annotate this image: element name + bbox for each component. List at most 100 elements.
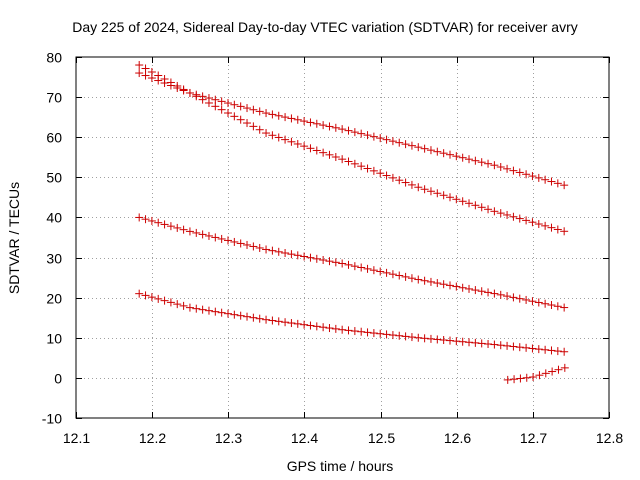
data-point <box>344 260 353 269</box>
data-point <box>243 240 252 249</box>
data-point <box>528 297 537 306</box>
data-point <box>185 227 194 236</box>
data-point <box>255 107 264 116</box>
data-point <box>515 214 524 223</box>
data-point <box>439 191 448 200</box>
data-point <box>243 104 252 113</box>
data-point <box>274 133 283 142</box>
data-point <box>388 270 397 279</box>
data-point <box>503 210 512 219</box>
x-tick-label: 12.7 <box>520 430 547 446</box>
data-point <box>338 325 347 334</box>
data-point <box>401 178 410 187</box>
data-point <box>445 336 454 345</box>
data-point <box>401 272 410 281</box>
data-point <box>300 117 309 126</box>
data-point <box>369 166 378 175</box>
data-point <box>465 338 474 347</box>
data-point <box>369 266 378 275</box>
y-tick-labels: -10 0 10 20 30 40 50 60 70 80 <box>42 50 62 427</box>
data-point <box>484 288 493 297</box>
data-point <box>382 135 391 144</box>
data-point <box>458 153 467 162</box>
data-point <box>141 71 150 80</box>
data-point <box>445 150 454 159</box>
data-point <box>147 68 156 77</box>
data-point <box>376 134 385 143</box>
data-point <box>388 173 397 182</box>
data-point <box>204 306 213 315</box>
data-point <box>395 138 404 147</box>
data-point <box>300 142 309 151</box>
data-point <box>160 296 169 305</box>
data-point <box>312 146 321 155</box>
data-point <box>503 341 512 350</box>
data-point <box>528 344 537 353</box>
chart-title: Day 225 of 2024, Sidereal Day-to-day VTE… <box>72 19 578 35</box>
data-point <box>331 258 340 267</box>
data-point <box>560 347 569 356</box>
data-point <box>535 371 544 380</box>
data-point <box>503 164 512 173</box>
data-point <box>388 331 397 340</box>
data-point <box>230 237 239 246</box>
data-point <box>414 333 423 342</box>
data-point <box>262 245 271 254</box>
data-point <box>179 301 188 310</box>
data-point <box>547 177 556 186</box>
data-point <box>363 131 372 140</box>
y-tick-label: 0 <box>54 371 62 387</box>
data-point <box>522 216 531 225</box>
data-point <box>363 164 372 173</box>
data-point <box>388 137 397 146</box>
data-point <box>230 310 239 319</box>
data-point <box>516 374 525 383</box>
data-point <box>560 227 569 236</box>
data-point <box>223 236 232 245</box>
data-point <box>325 324 334 333</box>
x-tick-label: 12.3 <box>215 430 242 446</box>
data-point <box>319 323 328 332</box>
data-point <box>249 313 258 322</box>
data-point <box>496 290 505 299</box>
y-tick-label: 80 <box>46 50 62 66</box>
y-tick-label: 10 <box>46 331 62 347</box>
data-point <box>382 268 391 277</box>
data-point <box>490 340 499 349</box>
x-tick-label: 12.5 <box>368 430 395 446</box>
data-point <box>560 181 569 190</box>
data-point <box>522 295 531 304</box>
data-point <box>179 225 188 234</box>
data-point <box>338 155 347 164</box>
data-point <box>185 88 194 97</box>
data-point <box>236 115 245 124</box>
data-point <box>452 152 461 161</box>
data-point <box>547 301 556 310</box>
data-point <box>306 144 315 153</box>
data-point <box>198 230 207 239</box>
data-point <box>548 367 557 376</box>
plot-frame <box>75 56 610 419</box>
series-track-5 <box>503 363 569 384</box>
x-tick-label: 12.4 <box>291 430 318 446</box>
data-point <box>147 216 156 225</box>
y-tick-label: 50 <box>46 170 62 186</box>
data-point <box>344 126 353 135</box>
data-point <box>274 317 283 326</box>
data-point <box>522 373 531 382</box>
data-point <box>439 336 448 345</box>
data-point <box>293 319 302 328</box>
data-point <box>553 179 562 188</box>
data-point <box>306 118 315 127</box>
data-point <box>496 341 505 350</box>
data-point <box>312 254 321 263</box>
data-point <box>357 162 366 171</box>
data-point <box>547 346 556 355</box>
data-point <box>529 373 538 382</box>
data-point <box>281 113 290 122</box>
data-point <box>414 275 423 284</box>
data-point <box>249 242 258 251</box>
data-point <box>350 327 359 336</box>
data-point <box>293 251 302 260</box>
data-point <box>350 159 359 168</box>
